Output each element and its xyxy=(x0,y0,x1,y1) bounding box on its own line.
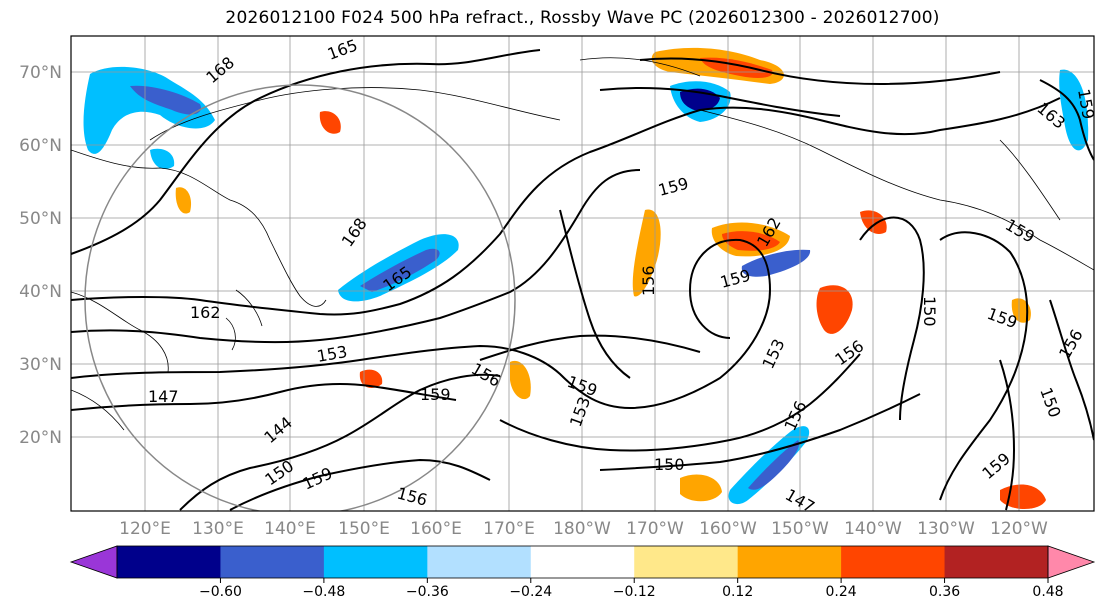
plot-title: 2026012100 F024 500 hPa refract., Rossby… xyxy=(225,8,940,28)
lon-label: 130°E xyxy=(192,519,244,539)
contour-label: 150 xyxy=(654,455,685,474)
lon-label: 140°W xyxy=(844,519,902,539)
colorbar-tick-label: −0.60 xyxy=(199,584,242,600)
colorbar-extend-high xyxy=(1047,545,1096,579)
contour-label: 159 xyxy=(420,385,451,404)
latitude-axis: 70°N 60°N 50°N 40°N 30°N 20°N xyxy=(19,63,62,448)
contour-label: 156 xyxy=(639,265,658,296)
contour-label: 159 xyxy=(1074,87,1098,120)
lon-label: 150°E xyxy=(338,519,390,539)
colorbar-cell xyxy=(841,546,946,578)
colorbar-cell xyxy=(737,546,842,578)
longitude-axis: 120°E 130°E 140°E 150°E 160°E 170°E 180°… xyxy=(119,519,1048,539)
colorbar-tick-label: 0.48 xyxy=(1032,584,1063,600)
lon-label: 150°W xyxy=(771,519,829,539)
colorbar-extend-low xyxy=(69,545,118,579)
colorbar-cell xyxy=(944,546,1049,578)
range-circle xyxy=(84,84,516,511)
colorbar-cell xyxy=(220,546,325,578)
colorbar-cells xyxy=(69,545,1096,579)
lat-label: 40°N xyxy=(19,282,62,302)
lon-label: 120°W xyxy=(990,519,1048,539)
lon-label: 180°W xyxy=(553,519,611,539)
lat-label: 30°N xyxy=(19,355,62,375)
colorbar-tick-label: −0.36 xyxy=(406,584,449,600)
lon-label: 140°E xyxy=(264,519,316,539)
colorbar-cell xyxy=(427,546,532,578)
lon-label: 160°W xyxy=(699,519,757,539)
lon-label: 120°E xyxy=(119,519,171,539)
colorbar-cell xyxy=(530,546,635,578)
contour-label: 150 xyxy=(920,296,939,327)
contour-label: 147 xyxy=(148,387,179,406)
colorbar: −0.60 −0.48 −0.36 −0.24 −0.12 0.12 0.24 0.36 0.4… xyxy=(69,545,1096,600)
contour-label: 162 xyxy=(190,303,221,322)
lon-label: 170°W xyxy=(626,519,684,539)
colorbar-tick-label: −0.12 xyxy=(613,584,656,600)
lat-label: 50°N xyxy=(19,209,62,229)
lat-label: 60°N xyxy=(19,136,62,156)
lon-label: 130°W xyxy=(917,519,975,539)
lon-label: 160°E xyxy=(410,519,462,539)
colorbar-ticks: −0.60 −0.48 −0.36 −0.24 −0.12 0.12 0.24 0.36 0.4… xyxy=(199,578,1064,600)
shading-layer xyxy=(83,47,1089,509)
graticule xyxy=(71,36,1094,511)
colorbar-tick-label: −0.48 xyxy=(302,584,345,600)
colorbar-tick-label: 0.24 xyxy=(826,584,857,600)
colorbar-cell xyxy=(117,546,221,578)
lat-label: 20°N xyxy=(19,428,62,448)
colorbar-tick-label: 0.12 xyxy=(722,584,753,600)
height-contours xyxy=(71,49,1094,511)
map-frame xyxy=(70,35,1095,512)
colorbar-tick-label: −0.24 xyxy=(509,584,552,600)
lat-label: 70°N xyxy=(19,63,62,83)
colorbar-cell xyxy=(323,546,428,578)
colorbar-cell xyxy=(634,546,739,578)
lon-label: 170°E xyxy=(483,519,535,539)
colorbar-frame xyxy=(116,545,1049,579)
colorbar-tick-label: 0.36 xyxy=(929,584,960,600)
map-body: 168 165 168 165 162 153 147 144 150 159 … xyxy=(71,36,1098,511)
